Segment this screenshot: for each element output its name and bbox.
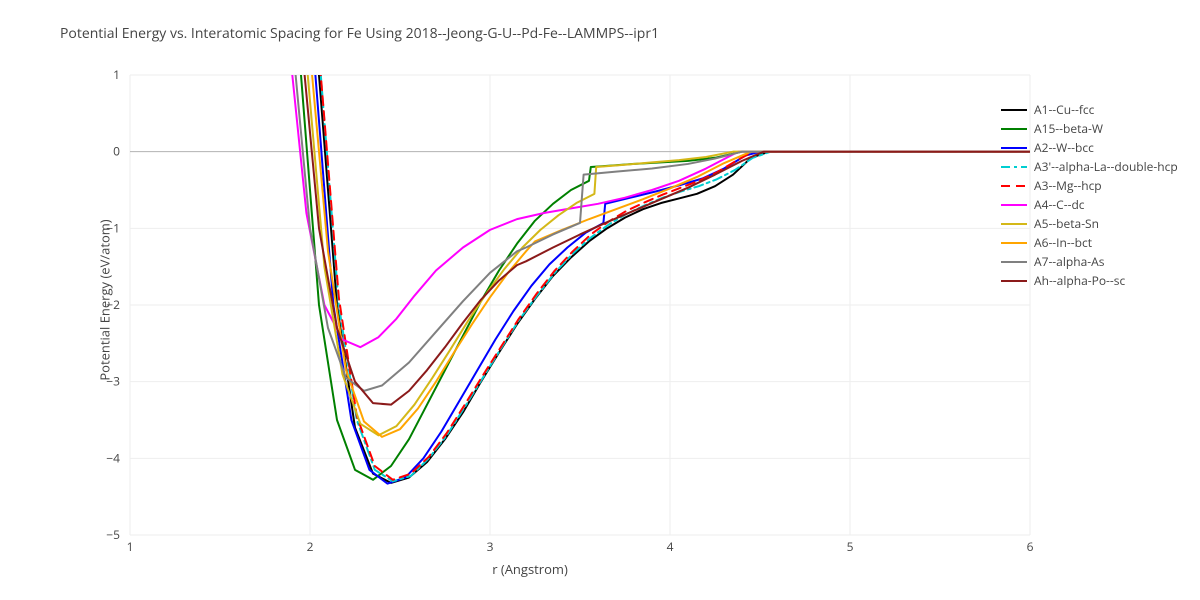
legend-label: A7--alpha-As [1034, 253, 1104, 270]
legend-swatch-icon [1000, 199, 1028, 211]
legend-item[interactable]: A3--Mg--hcp [1000, 176, 1178, 195]
y-tick-label: −3 [106, 373, 120, 390]
legend-item[interactable]: A4--C--dc [1000, 195, 1178, 214]
plot-area: 1 2 3 4 5 6 −5 −4 −3 −2 −1 0 1 [80, 70, 1040, 560]
legend-swatch-icon [1000, 256, 1028, 268]
legend: A1--Cu--fcc A15--beta-W A2--W--bcc A3'--alp… [1000, 100, 1178, 290]
x-tick-label: 6 [1027, 538, 1034, 555]
legend-swatch-icon [1000, 142, 1028, 154]
legend-swatch-icon [1000, 104, 1028, 116]
legend-item[interactable]: A5--beta-Sn [1000, 214, 1178, 233]
legend-item[interactable]: A2--W--bcc [1000, 138, 1178, 157]
x-axis-label: r (Angstrom) [80, 560, 980, 578]
legend-item[interactable]: Ah--alpha-Po--sc [1000, 271, 1178, 290]
chart-title: Potential Energy vs. Interatomic Spacing… [60, 24, 659, 43]
legend-swatch-icon [1000, 275, 1028, 287]
legend-label: A15--beta-W [1034, 120, 1103, 137]
chart-container: Potential Energy vs. Interatomic Spacing… [0, 0, 1200, 600]
legend-label: A5--beta-Sn [1034, 215, 1099, 232]
series-line[interactable] [303, 70, 1030, 481]
x-tick-label: 2 [307, 538, 314, 555]
x-tick-label: 1 [127, 538, 134, 555]
series-line[interactable] [270, 70, 1030, 347]
series-line[interactable] [301, 70, 1030, 483]
legend-label: Ah--alpha-Po--sc [1034, 272, 1125, 289]
legend-label: A3'--alpha-La--double-hcp [1034, 158, 1178, 175]
y-tick-label: 1 [113, 70, 120, 83]
legend-item[interactable]: A6--In--bct [1000, 233, 1178, 252]
legend-swatch-icon [1000, 123, 1028, 135]
series-line[interactable] [303, 70, 1030, 480]
legend-label: A6--In--bct [1034, 234, 1092, 251]
y-tick-label: 0 [113, 143, 120, 160]
legend-item[interactable]: A15--beta-W [1000, 119, 1178, 138]
legend-swatch-icon [1000, 218, 1028, 230]
x-tick-label: 4 [667, 538, 674, 555]
series-line[interactable] [288, 70, 1030, 435]
legend-swatch-icon [1000, 161, 1028, 173]
legend-item[interactable]: A1--Cu--fcc [1000, 100, 1178, 119]
x-tick-label: 5 [847, 538, 854, 555]
y-tick-label: −1 [106, 219, 120, 236]
series-line[interactable] [283, 70, 1030, 480]
y-tick-label: −2 [106, 296, 120, 313]
legend-label: A4--C--dc [1034, 196, 1085, 213]
series-line[interactable] [274, 70, 1030, 391]
legend-label: A3--Mg--hcp [1034, 177, 1102, 194]
y-tick-label: −5 [106, 526, 120, 543]
y-tick-label: −4 [106, 449, 120, 466]
legend-swatch-icon [1000, 180, 1028, 192]
legend-label: A2--W--bcc [1034, 139, 1094, 156]
legend-swatch-icon [1000, 237, 1028, 249]
legend-label: A1--Cu--fcc [1034, 101, 1094, 118]
legend-item[interactable]: A3'--alpha-La--double-hcp [1000, 157, 1178, 176]
legend-item[interactable]: A7--alpha-As [1000, 252, 1178, 271]
x-tick-label: 3 [487, 538, 494, 555]
series-line[interactable] [283, 70, 1030, 405]
